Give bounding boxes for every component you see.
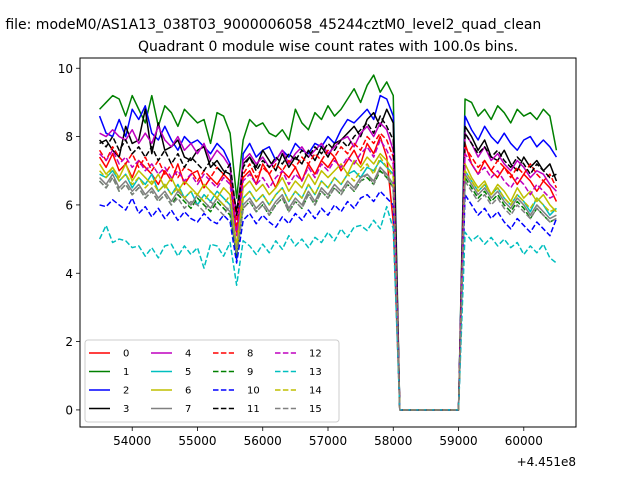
series-line-14 [99, 156, 557, 411]
series-line-2 [98, 94, 558, 411]
legend-frame [84, 339, 340, 423]
x-tick-label: 60000 [505, 434, 543, 448]
x-tick-label: 57000 [309, 434, 347, 448]
x-tick-label: 54000 [113, 434, 151, 448]
series-line-7 [99, 166, 557, 411]
series-line-11 [99, 115, 557, 411]
y-tick-label: 10 [58, 62, 73, 76]
series-line-1 [99, 74, 558, 411]
chart-title: Quadrant 0 module wise count rates with … [138, 39, 518, 55]
series-line-15 [99, 166, 557, 411]
legend-label-15: 15 [309, 404, 322, 415]
x-axis: 54000 55000 56000 57000 58000 59000 60000 [113, 427, 543, 448]
series-line-6 [98, 152, 557, 411]
x-tick-label: 55000 [178, 434, 216, 448]
legend-label-12: 12 [309, 349, 322, 360]
y-axis: 0 2 4 6 8 10 [58, 62, 80, 417]
legend-label-5: 5 [185, 367, 191, 378]
legend-label-7: 7 [185, 404, 191, 415]
legend-label-10: 10 [247, 386, 260, 397]
legend-label-1: 1 [123, 367, 129, 378]
y-tick-label: 4 [65, 267, 73, 281]
legend-label-13: 13 [309, 367, 322, 378]
legend-label-6: 6 [185, 386, 191, 397]
legend-label-11: 11 [247, 404, 260, 415]
legend-label-8: 8 [247, 349, 253, 360]
x-tick-label: 56000 [244, 434, 282, 448]
figure-suptitle: n file: modeM0/AS1A13_038T03_9000006058_… [0, 17, 541, 33]
legend-label-3: 3 [123, 404, 129, 415]
x-tick-label: 59000 [439, 434, 477, 448]
legend-label-4: 4 [185, 349, 191, 360]
series-line-0 [98, 135, 558, 411]
legend-label-0: 0 [123, 349, 129, 360]
series-layer [98, 74, 558, 411]
series-line-3 [99, 108, 558, 411]
legend-label-9: 9 [247, 367, 253, 378]
y-tick-label: 2 [65, 335, 73, 349]
y-tick-label: 8 [65, 130, 73, 144]
x-offset-label: +4.451e8 [517, 455, 576, 469]
legend-label-2: 2 [123, 386, 129, 397]
legend-label-14: 14 [309, 386, 322, 397]
series-line-4 [99, 122, 557, 411]
y-tick-label: 6 [65, 198, 73, 212]
series-line-10 [99, 190, 558, 411]
x-tick-label: 58000 [374, 434, 412, 448]
y-tick-label: 0 [65, 403, 73, 417]
series-line-12 [99, 139, 557, 411]
series-line-13 [98, 205, 557, 411]
